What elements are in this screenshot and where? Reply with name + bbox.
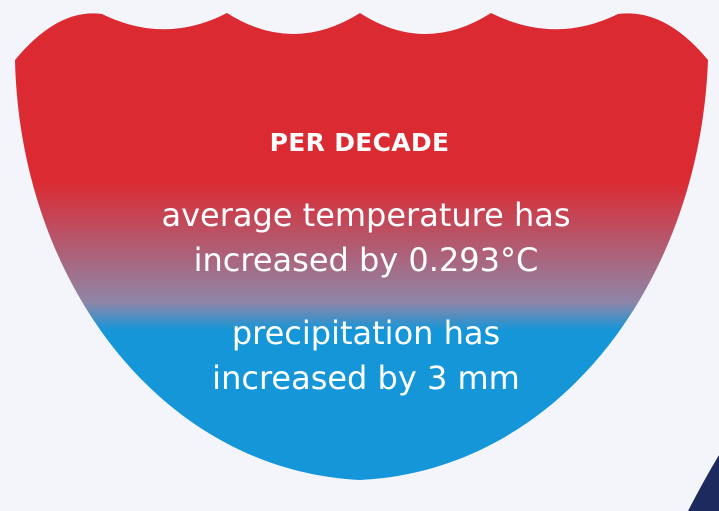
precipitation-line-2: increased by 3 mm	[212, 359, 520, 397]
temperature-line-1: average temperature has	[161, 196, 571, 234]
per-decade-heading: PER DECADE	[269, 128, 450, 157]
temperature-line-2: increased by 0.293°C	[193, 241, 539, 279]
precipitation-line-1: precipitation has	[231, 314, 501, 352]
